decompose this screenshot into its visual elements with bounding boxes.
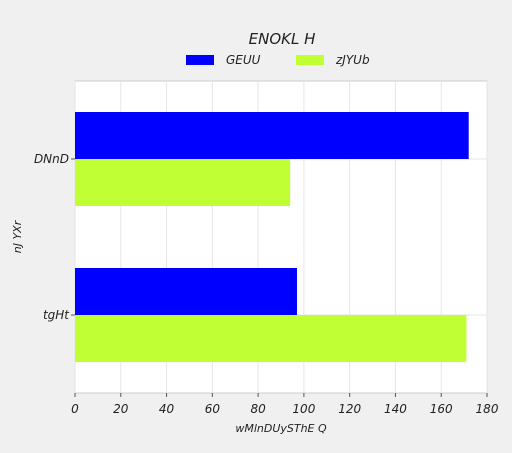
- legend-swatch-GEUU: [186, 55, 214, 65]
- bar-GEUU-tgHt: [75, 268, 298, 315]
- x-tick-label: 100: [292, 402, 315, 416]
- x-tick-label: 120: [338, 402, 361, 416]
- chart-title: ENOKL H: [249, 30, 316, 48]
- x-tick-label: 0: [71, 402, 79, 416]
- bar-GEUU-DNnD: [75, 112, 469, 159]
- x-tick-label: 60: [205, 402, 221, 416]
- y-axis-ticks: DNnD tgHt: [34, 152, 75, 322]
- x-tick-label: 180: [476, 402, 499, 416]
- legend-label: GEUU: [226, 53, 261, 67]
- x-tick-label: 80: [250, 402, 266, 416]
- x-tick-label: 160: [430, 402, 453, 416]
- bars: [75, 112, 469, 362]
- x-tick-label: 140: [384, 402, 407, 416]
- x-tick-label: 40: [159, 402, 175, 416]
- y-axis-label: nJ YXr: [11, 219, 24, 253]
- legend: GEUU zJYUb: [186, 53, 370, 67]
- x-axis-ticks: 0 20 40 60 80 100 120 140 160 180: [71, 393, 499, 416]
- y-tick-label: tgHt: [43, 308, 70, 322]
- bar-zJYUb-tgHt: [75, 315, 467, 362]
- legend-label: zJYUb: [335, 53, 370, 67]
- legend-swatch-zJYUb: [296, 55, 324, 65]
- x-axis-label: wMlnDUySThE Q: [235, 422, 327, 435]
- y-tick-label: DNnD: [34, 152, 69, 166]
- bar-zJYUb-DNnD: [75, 159, 291, 206]
- x-tick-label: 20: [113, 402, 129, 416]
